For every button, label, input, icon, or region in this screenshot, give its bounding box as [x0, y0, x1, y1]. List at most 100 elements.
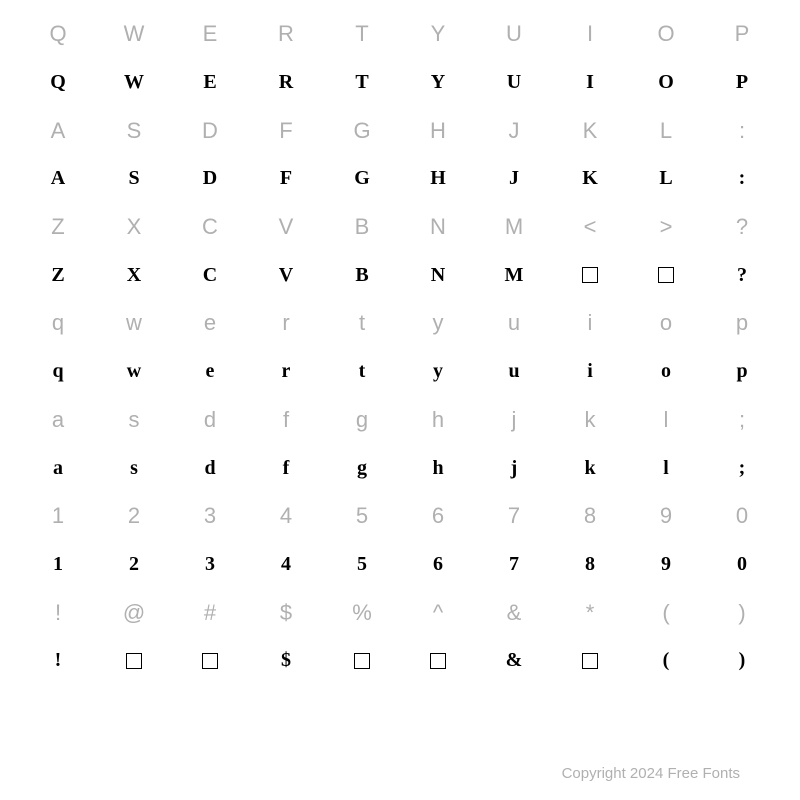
- char-glyph: 1: [53, 553, 63, 576]
- char-label-cell: j: [476, 396, 552, 444]
- char-glyph: X: [127, 264, 141, 287]
- copyright-footer: Copyright 2024 Free Fonts: [562, 765, 740, 782]
- char-glyph: a: [53, 457, 63, 480]
- char-glyph: W: [124, 71, 144, 94]
- char-label: 9: [660, 503, 672, 529]
- char-label: 8: [584, 503, 596, 529]
- char-label-cell: N: [400, 203, 476, 251]
- char-glyph-cell: ?: [704, 251, 780, 299]
- char-glyph-cell: :: [704, 155, 780, 203]
- char-label-cell: 8: [552, 492, 628, 540]
- char-label-cell: 5: [324, 492, 400, 540]
- char-glyph: 5: [357, 553, 367, 576]
- char-label: J: [509, 118, 520, 144]
- char-glyph-cell: Z: [20, 251, 96, 299]
- char-label-cell: ^: [400, 589, 476, 637]
- char-label-cell: M: [476, 203, 552, 251]
- char-glyph: d: [204, 457, 215, 480]
- char-label: 0: [736, 503, 748, 529]
- char-label: ^: [433, 600, 443, 626]
- char-label: G: [353, 118, 370, 144]
- char-glyph-cell: 5: [324, 540, 400, 588]
- char-glyph: h: [432, 457, 443, 480]
- char-label-cell: ;: [704, 396, 780, 444]
- char-label: u: [508, 310, 520, 336]
- char-label: A: [51, 118, 66, 144]
- char-glyph-cell: 4: [248, 540, 324, 588]
- char-label: a: [52, 407, 64, 433]
- char-glyph-cell: !: [20, 637, 96, 685]
- char-label: N: [430, 214, 446, 240]
- char-glyph: f: [283, 457, 290, 480]
- char-glyph-cell: j: [476, 444, 552, 492]
- char-glyph: &: [506, 649, 523, 672]
- char-label: K: [583, 118, 598, 144]
- char-glyph: 0: [737, 553, 747, 576]
- char-label: ;: [739, 407, 745, 433]
- char-glyph-cell: J: [476, 155, 552, 203]
- char-label: C: [202, 214, 218, 240]
- char-glyph-cell: 7: [476, 540, 552, 588]
- char-label: O: [657, 21, 674, 47]
- char-glyph: g: [357, 457, 367, 480]
- char-glyph: s: [130, 457, 138, 480]
- missing-glyph-box: [582, 653, 598, 669]
- char-glyph-cell: [400, 637, 476, 685]
- char-glyph: 6: [433, 553, 443, 576]
- char-glyph-cell: N: [400, 251, 476, 299]
- char-glyph: M: [505, 264, 524, 287]
- char-glyph: 9: [661, 553, 671, 576]
- char-glyph: H: [430, 167, 446, 190]
- char-glyph: l: [663, 457, 669, 480]
- char-label: P: [735, 21, 750, 47]
- char-glyph-cell: h: [400, 444, 476, 492]
- char-label-cell: ?: [704, 203, 780, 251]
- char-glyph-cell: ;: [704, 444, 780, 492]
- char-label: s: [129, 407, 140, 433]
- char-glyph-cell: d: [172, 444, 248, 492]
- char-label: ): [738, 600, 745, 626]
- char-glyph: i: [587, 360, 593, 383]
- char-label-cell: Y: [400, 10, 476, 58]
- char-glyph-cell: [552, 637, 628, 685]
- char-glyph-cell: l: [628, 444, 704, 492]
- char-glyph-cell: V: [248, 251, 324, 299]
- char-label-cell: l: [628, 396, 704, 444]
- character-map-grid: QWERTYUIOPQWERTYUIOPASDFGHJKL:ASDFGHJKL:…: [0, 0, 800, 745]
- char-label-cell: 2: [96, 492, 172, 540]
- char-label-cell: 0: [704, 492, 780, 540]
- char-label-cell: t: [324, 299, 400, 347]
- char-glyph-cell: Y: [400, 58, 476, 106]
- char-label-cell: g: [324, 396, 400, 444]
- char-label-cell: E: [172, 10, 248, 58]
- char-label-cell: C: [172, 203, 248, 251]
- char-label-cell: K: [552, 106, 628, 154]
- char-label: &: [507, 600, 522, 626]
- char-label-cell: Z: [20, 203, 96, 251]
- char-label: S: [127, 118, 142, 144]
- char-label-cell: L: [628, 106, 704, 154]
- char-glyph-cell: I: [552, 58, 628, 106]
- char-label-cell: 3: [172, 492, 248, 540]
- char-label: 5: [356, 503, 368, 529]
- char-label: >: [660, 214, 673, 240]
- char-glyph: P: [736, 71, 748, 94]
- char-glyph-cell: Q: [20, 58, 96, 106]
- char-label-cell: s: [96, 396, 172, 444]
- char-label: <: [584, 214, 597, 240]
- char-label: @: [123, 600, 145, 626]
- char-label: d: [204, 407, 216, 433]
- char-label: f: [283, 407, 289, 433]
- char-label-cell: ): [704, 589, 780, 637]
- char-glyph-cell: X: [96, 251, 172, 299]
- char-glyph-cell: 9: [628, 540, 704, 588]
- char-glyph-cell: r: [248, 348, 324, 396]
- char-label: !: [55, 600, 61, 626]
- char-label: U: [506, 21, 522, 47]
- missing-glyph-box: [430, 653, 446, 669]
- char-glyph: :: [739, 167, 746, 190]
- char-glyph-cell: i: [552, 348, 628, 396]
- char-glyph: N: [431, 264, 445, 287]
- char-glyph-cell: R: [248, 58, 324, 106]
- char-label-cell: k: [552, 396, 628, 444]
